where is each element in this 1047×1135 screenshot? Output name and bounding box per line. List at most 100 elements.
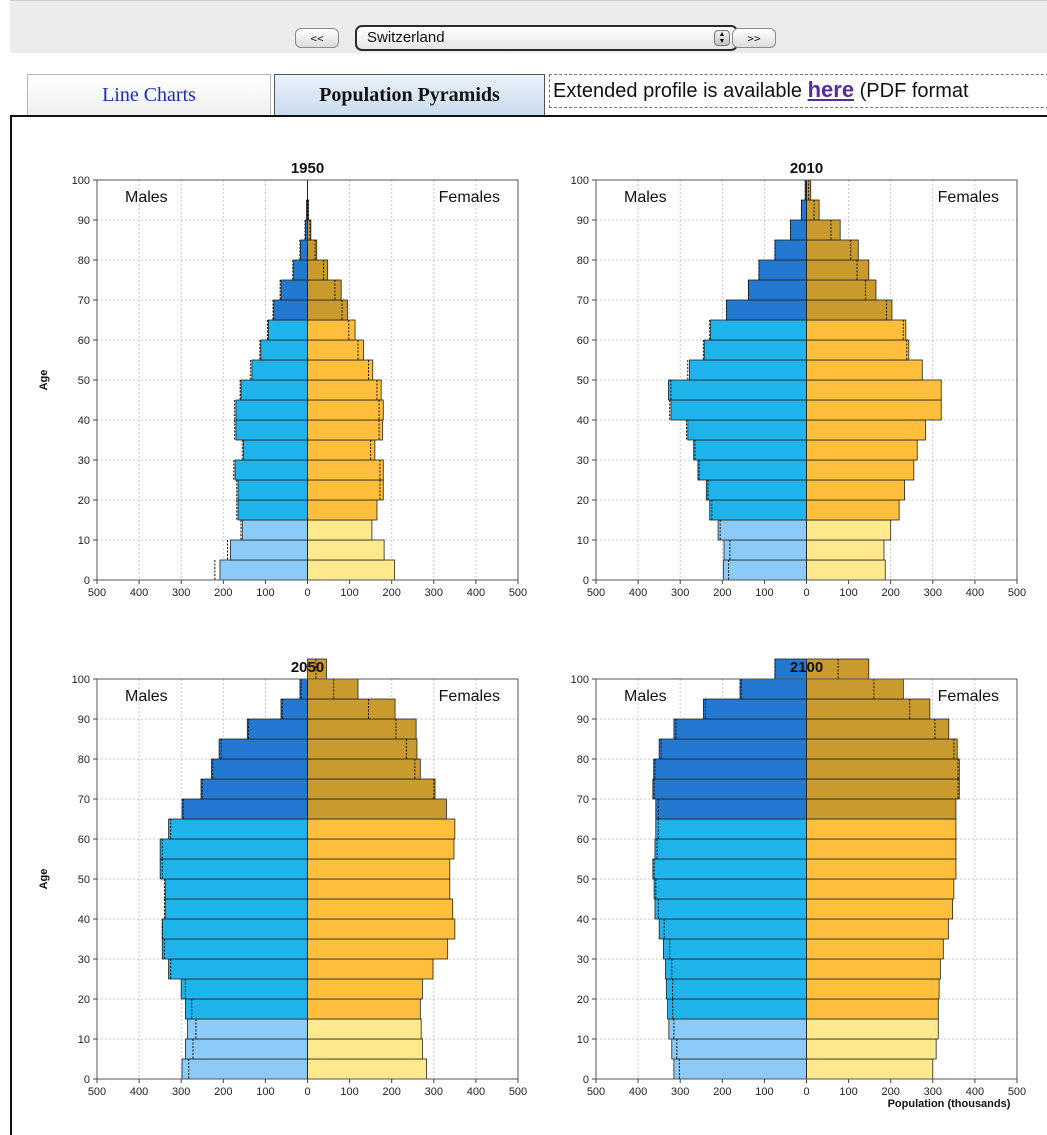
male-bar xyxy=(243,439,308,461)
female-bar xyxy=(806,259,870,281)
y-tick-label: 90 xyxy=(577,714,589,726)
male-bar xyxy=(200,778,308,800)
x-tick-label: 100 xyxy=(755,1086,773,1098)
female-bar xyxy=(806,698,931,720)
male-bar xyxy=(655,798,807,820)
male-bar xyxy=(673,718,807,740)
x-tick-label: 100 xyxy=(256,587,274,599)
profile-link[interactable]: here xyxy=(807,77,855,102)
male-bar xyxy=(218,738,308,760)
female-bar xyxy=(806,998,939,1020)
female-bar xyxy=(307,938,449,960)
tab-line-charts[interactable]: Line Charts xyxy=(27,74,271,116)
female-bar xyxy=(806,539,885,561)
male-bar xyxy=(241,519,308,541)
male-bar xyxy=(739,678,807,700)
female-bar xyxy=(806,1058,934,1080)
y-tick-label: 30 xyxy=(577,954,589,966)
y-tick-label: 30 xyxy=(78,455,90,467)
x-tick-label: 400 xyxy=(130,587,148,599)
y-tick-label: 30 xyxy=(78,954,90,966)
male-bar xyxy=(219,559,308,581)
profile-note-prefix: Extended profile is available xyxy=(553,80,808,102)
female-bar xyxy=(307,918,456,940)
male-bar xyxy=(665,958,807,980)
male-bar xyxy=(280,698,308,720)
y-tick-label: 80 xyxy=(577,754,589,766)
y-tick-label: 60 xyxy=(78,335,90,347)
male-bar xyxy=(168,958,308,980)
male-bar xyxy=(774,239,807,261)
y-tick-label: 40 xyxy=(577,914,589,926)
x-tick-label: 300 xyxy=(425,1086,443,1098)
country-select-value: Switzerland xyxy=(367,29,445,46)
male-bar xyxy=(234,459,308,481)
female-bar xyxy=(307,239,318,261)
male-bar xyxy=(758,259,807,281)
female-bar xyxy=(307,698,396,720)
male-bar xyxy=(693,439,807,461)
chart-title: 2010 xyxy=(790,160,823,177)
male-bar xyxy=(697,459,807,481)
female-bar xyxy=(307,778,436,800)
female-bar xyxy=(307,678,359,700)
previous-country-button[interactable]: << xyxy=(295,28,339,48)
y-tick-label: 80 xyxy=(78,255,90,267)
male-bar xyxy=(662,938,807,960)
next-country-button[interactable]: >> xyxy=(732,28,776,48)
male-bar xyxy=(667,998,807,1020)
x-tick-label: 500 xyxy=(88,1086,106,1098)
female-bar xyxy=(307,898,454,920)
male-bar xyxy=(654,838,807,860)
male-bar xyxy=(653,878,807,900)
male-bar xyxy=(702,698,807,720)
female-bar xyxy=(307,1038,423,1060)
female-bar xyxy=(307,838,455,860)
country-select[interactable]: Switzerland ▲ ▼ xyxy=(355,25,738,51)
female-bar xyxy=(307,399,384,421)
male-bar xyxy=(235,399,308,421)
pyramid-chart: 500 400 300 200 100 0 100 200 300 400 500010203040… xyxy=(571,658,1026,1110)
female-bar xyxy=(307,539,385,561)
y-tick-label: 0 xyxy=(583,1074,589,1086)
x-tick-label: 100 xyxy=(340,587,358,599)
female-bar xyxy=(307,878,451,900)
female-bar xyxy=(307,419,383,441)
male-bar xyxy=(168,818,308,840)
female-bar xyxy=(307,798,447,820)
female-bar xyxy=(307,339,364,361)
male-bar xyxy=(240,379,308,401)
female-bar xyxy=(806,559,886,581)
male-bar xyxy=(717,519,807,541)
male-bar xyxy=(710,319,807,341)
x-tick-label: 500 xyxy=(587,587,605,599)
female-bar xyxy=(806,399,942,421)
male-bar xyxy=(671,1038,807,1060)
female-bar xyxy=(806,179,812,201)
tab-population-pyramids[interactable]: Population Pyramids xyxy=(274,74,545,116)
male-bar xyxy=(652,778,807,800)
male-bar xyxy=(668,1018,807,1040)
female-bar xyxy=(307,359,374,381)
female-bar xyxy=(307,439,376,461)
male-bar xyxy=(655,818,807,840)
x-tick-label: 0 xyxy=(803,1086,809,1098)
female-bar xyxy=(806,359,923,381)
x-tick-label: 500 xyxy=(88,587,106,599)
tab-population-pyramids-label: Population Pyramids xyxy=(319,84,500,106)
female-bar xyxy=(806,818,957,840)
y-axis-label: Age xyxy=(38,869,50,890)
y-tick-label: 40 xyxy=(78,914,90,926)
males-label: Males xyxy=(125,189,168,206)
female-bar xyxy=(806,798,957,820)
female-bar xyxy=(307,319,356,341)
male-bar xyxy=(293,259,308,281)
female-bar xyxy=(806,838,957,860)
male-bar xyxy=(251,359,308,381)
males-label: Males xyxy=(624,688,667,705)
female-bar xyxy=(806,219,841,241)
female-bar xyxy=(806,379,942,401)
y-tick-label: 10 xyxy=(78,535,90,547)
x-tick-label: 200 xyxy=(713,587,731,599)
male-bar xyxy=(705,479,807,501)
